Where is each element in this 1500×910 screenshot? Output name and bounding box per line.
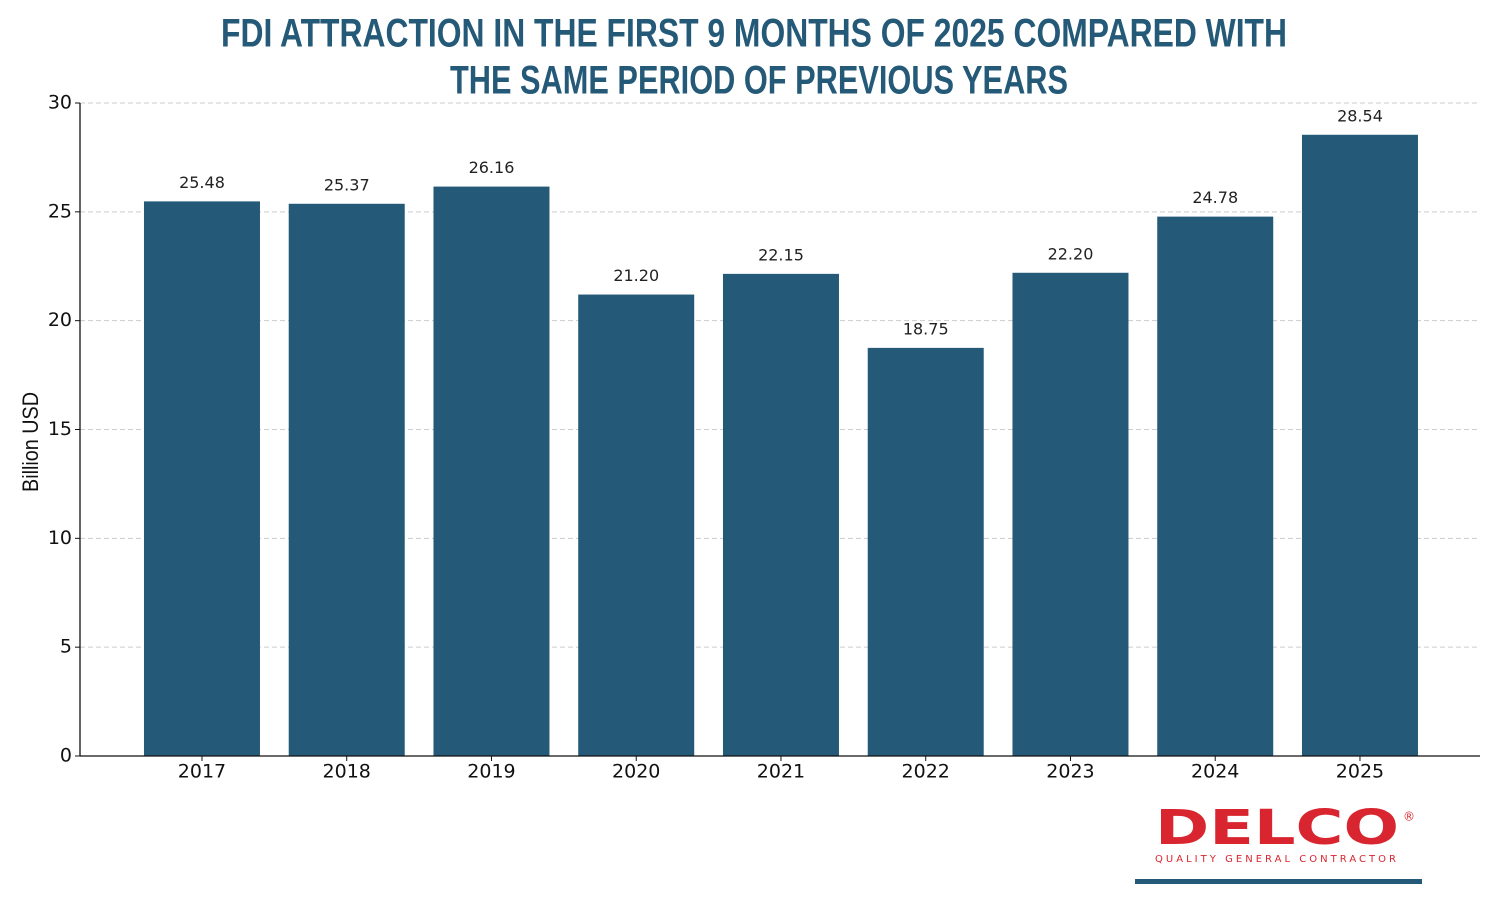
value-label: 24.78 (1192, 188, 1238, 207)
x-tick-label: 2020 (612, 761, 660, 783)
x-tick-label: 2022 (902, 761, 950, 783)
value-label: 21.20 (613, 266, 659, 285)
value-label: 25.48 (179, 173, 225, 192)
y-tick-label: 0 (60, 745, 72, 767)
y-tick-label: 10 (48, 527, 72, 549)
logo-tagline: QUALITY GENERAL CONTRACTOR (1155, 854, 1396, 865)
x-tick-label: 2024 (1191, 761, 1239, 783)
x-tick-label: 2019 (467, 761, 515, 783)
x-tick-label: 2023 (1046, 761, 1094, 783)
x-tick-label: 2021 (757, 761, 805, 783)
value-label: 28.54 (1337, 106, 1383, 125)
value-label: 22.20 (1048, 244, 1094, 263)
x-tick-label: 2017 (178, 761, 226, 783)
value-label: 26.16 (469, 158, 515, 177)
chart-title: FDI ATTRACTION IN THE FIRST 9 MONTHS OF … (221, 12, 1287, 56)
y-tick-label: 20 (48, 309, 72, 331)
bar (578, 294, 695, 756)
y-tick-label: 5 (60, 636, 72, 658)
y-axis-label: Billion USD (18, 392, 43, 492)
bar (143, 201, 260, 757)
bar (288, 203, 405, 756)
logo-name: DELCO (1155, 800, 1399, 856)
y-tick-label: 15 (48, 418, 72, 440)
bar (722, 273, 839, 756)
bar (1157, 216, 1274, 756)
bar (867, 347, 984, 756)
y-tick-label: 25 (48, 200, 72, 222)
x-tick-label: 2018 (323, 761, 371, 783)
value-label: 25.37 (324, 175, 370, 194)
logo-underline (1135, 879, 1422, 884)
bar (433, 186, 550, 757)
bar (1012, 272, 1129, 756)
value-label: 22.15 (758, 245, 804, 264)
bar (1301, 134, 1418, 757)
y-tick-label: 30 (48, 92, 72, 114)
value-label: 18.75 (903, 319, 949, 338)
logo-mark: ® (1403, 810, 1415, 824)
chart-title: THE SAME PERIOD OF PREVIOUS YEARS (450, 59, 1068, 103)
x-tick-label: 2025 (1336, 761, 1384, 783)
logo: DELCO ® QUALITY GENERAL CONTRACTOR (1135, 800, 1422, 884)
